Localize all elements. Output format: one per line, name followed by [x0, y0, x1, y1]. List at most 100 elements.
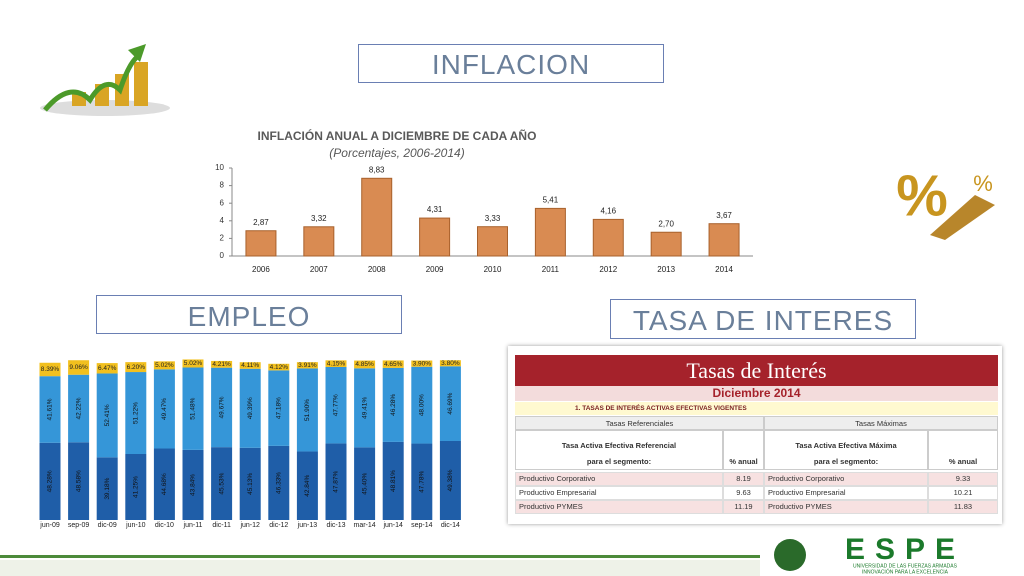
y-tick-label: 2	[220, 234, 225, 243]
data-label: 49.41%	[361, 397, 368, 419]
data-label: 47.87%	[333, 470, 340, 492]
data-label: 4.85%	[355, 361, 374, 368]
y-tick-label: 10	[215, 163, 224, 172]
data-label: 4,16	[600, 207, 616, 216]
data-label: 3,32	[311, 214, 327, 223]
data-label: 49.47%	[161, 398, 168, 420]
data-label: 4.12%	[270, 364, 289, 371]
y-tick-label: 8	[220, 181, 225, 190]
x-tick-label: jun-13	[297, 522, 318, 529]
group-header: Tasas Máximas	[764, 416, 998, 430]
bar	[708, 223, 740, 257]
column-header: Tasa Activa Efectiva Máxima	[795, 441, 897, 450]
data-label: 8.39%	[41, 366, 60, 373]
bar-segment	[68, 442, 90, 520]
data-label: 3.90%	[413, 360, 432, 367]
x-tick-label: 2009	[426, 265, 444, 274]
column-header-cell: Tasa Activa Efectiva Referencial para el …	[515, 430, 723, 470]
x-tick-label: jun-11	[183, 522, 203, 529]
column-header: para el segmento:	[813, 457, 879, 466]
data-label: 41.61%	[47, 398, 54, 420]
bar	[303, 226, 335, 257]
data-label: 42.84%	[304, 474, 311, 496]
data-label: 4,31	[427, 205, 443, 214]
x-tick-label: dic-09	[98, 522, 117, 529]
data-label: 43.84%	[190, 474, 197, 496]
footer-band	[0, 560, 760, 576]
bar-segment	[268, 445, 290, 520]
bar-segment	[296, 362, 318, 369]
bar-segment	[439, 440, 461, 520]
data-label: 46.69%	[447, 392, 454, 414]
data-label: 5.02%	[155, 362, 174, 369]
bar-segment	[211, 367, 233, 448]
x-tick-label: sep-09	[68, 522, 90, 529]
table-cell: Productivo PYMES	[515, 500, 723, 514]
data-label: 51.22%	[133, 402, 140, 424]
chart-subtitle: (Porcentajes, 2006-2014)	[329, 146, 464, 160]
bar-segment	[411, 366, 433, 444]
bar-segment	[325, 366, 347, 444]
data-label: 6.20%	[127, 364, 146, 371]
bar-segment	[125, 454, 147, 520]
x-tick-label: sep-14	[411, 522, 433, 529]
bar-segment	[96, 363, 118, 374]
data-label: 51.90%	[304, 399, 311, 421]
table-subtitle: Diciembre 2014	[515, 386, 998, 401]
x-tick-label: dic-12	[269, 522, 288, 529]
data-label: 48.00%	[419, 394, 426, 416]
data-label: 51.48%	[190, 397, 197, 419]
bar-segment	[96, 373, 118, 458]
table-section: 1. TASAS DE INTERÉS ACTIVAS EFECTIVAS VI…	[515, 402, 998, 415]
x-tick-label: 2010	[484, 265, 502, 274]
column-header: % anual	[729, 457, 758, 466]
data-label: 41.25%	[133, 476, 140, 498]
section-heading: INFLACION	[358, 44, 664, 83]
table-cell: Productivo Empresarial	[515, 486, 723, 500]
column-header: % anual	[948, 457, 978, 466]
bar-segment	[239, 368, 261, 448]
bar-segment	[68, 374, 90, 443]
bar-segment	[153, 448, 175, 520]
data-label: 6.47%	[98, 365, 117, 372]
data-label: 46.33%	[276, 472, 283, 494]
y-tick-label: 0	[220, 251, 225, 260]
bar	[534, 207, 566, 257]
logo-line: UNIVERSIDAD DE LAS FUERZAS ARMADAS	[853, 563, 958, 569]
table-cell: 9.33	[928, 472, 998, 486]
data-label: 45.53%	[218, 472, 225, 494]
bar-segment	[382, 441, 404, 520]
svg-text:%: %	[973, 171, 993, 196]
table-cell: 10.21	[928, 486, 998, 500]
data-label: 5.02%	[184, 360, 203, 367]
percent-icon: % %	[896, 163, 995, 240]
inflation-chart: INFLACIÓN ANUAL A DICIEMBRE DE CADA AÑO …	[215, 128, 753, 274]
bar-segment	[354, 368, 376, 448]
logo-name: ESPE	[845, 533, 965, 566]
table-title: Tasas de Interés	[515, 355, 998, 386]
bar-segment	[211, 360, 233, 368]
x-tick-label: 2014	[715, 265, 733, 274]
data-label: 47.78%	[419, 471, 426, 493]
bar-segment	[182, 449, 204, 520]
table-cell: Productivo PYMES	[764, 500, 928, 514]
bar-segment	[325, 360, 347, 367]
data-label: 3,67	[716, 211, 732, 220]
rates-table: Tasas de Interés Diciembre 2014 1. TASAS…	[508, 346, 1002, 524]
bar-segment	[296, 368, 318, 452]
bar-segment	[268, 370, 290, 446]
x-tick-label: jun-14	[382, 522, 403, 529]
y-tick-label: 6	[220, 198, 225, 207]
bar-segment	[354, 447, 376, 520]
bar-segment	[68, 360, 90, 375]
data-label: 52.41%	[104, 404, 111, 426]
x-tick-label: mar-14	[354, 522, 376, 529]
column-header: para el segmento:	[586, 457, 652, 466]
bar-segment	[211, 447, 233, 520]
bar-segment	[182, 359, 204, 368]
bar-segment	[182, 367, 204, 450]
logo-line: INNOVACIÓN PARA LA EXCELENCIA	[862, 568, 949, 575]
x-tick-label: jun-09	[39, 522, 60, 529]
